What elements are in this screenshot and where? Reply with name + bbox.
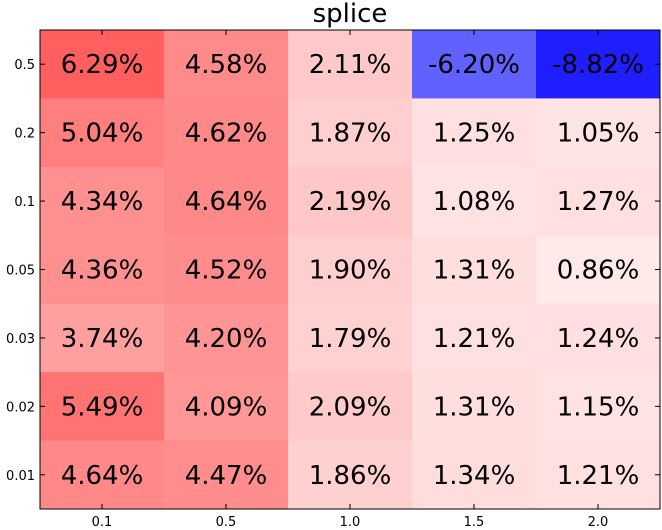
cell-label-r3-c0: 4.36% bbox=[61, 256, 144, 286]
cell-label-r0-c0: 6.29% bbox=[61, 50, 144, 80]
x-tick-label-0: 0.1 bbox=[92, 515, 113, 530]
cell-label-r4-c0: 3.74% bbox=[61, 324, 144, 354]
cell-label-r1-c3: 1.25% bbox=[433, 119, 516, 149]
heatmap-cell-r2-c0 bbox=[40, 166, 165, 236]
heatmap-cell-r6-c2 bbox=[288, 440, 413, 510]
heatmap-cell-r2-c1 bbox=[164, 166, 289, 236]
cell-label-r0-c4: -8.82% bbox=[552, 50, 644, 80]
heatmap-cell-r3-c0 bbox=[40, 235, 165, 305]
heatmap-cell-r0-c3 bbox=[412, 30, 537, 99]
heatmap-cell-r6-c1 bbox=[164, 440, 289, 510]
y-tick-label-1: 0.2 bbox=[14, 127, 35, 142]
y-tick-label-6: 0.01 bbox=[6, 469, 35, 484]
cell-label-r0-c2: 2.11% bbox=[309, 50, 392, 80]
heatmap-cell-r6-c0 bbox=[40, 440, 165, 510]
cell-label-r3-c3: 1.31% bbox=[433, 256, 516, 286]
cell-label-r1-c1: 4.62% bbox=[185, 119, 268, 149]
x-tick-label-3: 1.5 bbox=[464, 515, 485, 530]
cell-label-r3-c4: 0.86% bbox=[557, 256, 640, 286]
x-tick-label-2: 1.0 bbox=[340, 515, 361, 530]
cell-label-r1-c4: 1.05% bbox=[557, 119, 640, 149]
heatmap-cell-r0-c2 bbox=[288, 30, 413, 99]
heatmap-cell-labels: 6.29% 4.58% 2.11% -6.20% -8.82% 5.04% 4.62% 1.8… bbox=[61, 50, 644, 491]
chart-title: splice bbox=[313, 0, 388, 29]
y-tick-label-2: 0.1 bbox=[14, 195, 35, 210]
heatmap-cell-r3-c1 bbox=[164, 235, 289, 305]
heatmap-cell-r0-c0 bbox=[40, 30, 165, 99]
cell-label-r5-c4: 1.15% bbox=[557, 392, 640, 422]
heatmap-cells bbox=[40, 30, 661, 510]
cell-label-r5-c3: 1.31% bbox=[433, 392, 516, 422]
x-tick-label-1: 0.5 bbox=[216, 515, 237, 530]
heatmap-cell-r3-c2 bbox=[288, 235, 413, 305]
y-tick-label-3: 0.05 bbox=[6, 264, 35, 279]
heatmap-cell-r5-c4 bbox=[536, 372, 661, 442]
heatmap-cell-r3-c4 bbox=[536, 235, 661, 305]
heatmap-cell-r6-c4 bbox=[536, 440, 661, 510]
cell-label-r6-c1: 4.47% bbox=[185, 461, 268, 491]
heatmap-cell-r0-c4 bbox=[536, 30, 661, 99]
heatmap-cell-r2-c4 bbox=[536, 166, 661, 236]
heatmap-cell-r5-c0 bbox=[40, 372, 165, 442]
cell-label-r6-c0: 4.64% bbox=[61, 461, 144, 491]
cell-label-r3-c2: 1.90% bbox=[309, 256, 392, 286]
cell-label-r5-c0: 5.49% bbox=[61, 392, 144, 422]
cell-label-r4-c4: 1.24% bbox=[557, 324, 640, 354]
cell-label-r6-c2: 1.86% bbox=[309, 461, 392, 491]
heatmap-cell-r1-c2 bbox=[288, 98, 413, 168]
cell-label-r2-c3: 1.08% bbox=[433, 187, 516, 217]
heatmap-cell-r4-c2 bbox=[288, 303, 413, 373]
cell-label-r2-c2: 2.19% bbox=[309, 187, 392, 217]
x-tick-label-4: 2.0 bbox=[588, 515, 609, 530]
heatmap-cell-r5-c3 bbox=[412, 372, 537, 442]
cell-label-r2-c1: 4.64% bbox=[185, 187, 268, 217]
heatmap-cell-r6-c3 bbox=[412, 440, 537, 510]
cell-label-r6-c3: 1.34% bbox=[433, 461, 516, 491]
heatmap-cell-r4-c4 bbox=[536, 303, 661, 373]
y-tick-label-5: 0.02 bbox=[6, 400, 35, 415]
x-axis-ticks: 0.1 0.5 1.0 1.5 2.0 bbox=[92, 30, 609, 530]
cell-label-r0-c1: 4.58% bbox=[185, 50, 268, 80]
heatmap-cell-r3-c3 bbox=[412, 235, 537, 305]
y-tick-label-4: 0.03 bbox=[6, 332, 35, 347]
cell-label-r3-c1: 4.52% bbox=[185, 256, 268, 286]
y-tick-label-0: 0.5 bbox=[14, 58, 35, 73]
heatmap-cell-r4-c3 bbox=[412, 303, 537, 373]
heatmap-cell-r2-c2 bbox=[288, 166, 413, 236]
cell-label-r1-c0: 5.04% bbox=[61, 119, 144, 149]
heatmap-cell-r1-c1 bbox=[164, 98, 289, 168]
cell-label-r2-c4: 1.27% bbox=[557, 187, 640, 217]
y-axis-ticks: 0.5 0.2 0.1 0.05 0.03 0.02 0.01 bbox=[6, 58, 660, 484]
heatmap-cell-r4-c1 bbox=[164, 303, 289, 373]
heatmap-cell-r1-c4 bbox=[536, 98, 661, 168]
plot-frame bbox=[39, 29, 661, 510]
cell-label-r1-c2: 1.87% bbox=[309, 119, 392, 149]
cell-label-r4-c2: 1.79% bbox=[309, 324, 392, 354]
cell-label-r5-c1: 4.09% bbox=[185, 392, 268, 422]
heatmap-cell-r2-c3 bbox=[412, 166, 537, 236]
cell-label-r6-c4: 1.21% bbox=[557, 461, 640, 491]
cell-label-r4-c3: 1.21% bbox=[433, 324, 516, 354]
heatmap-cell-r5-c1 bbox=[164, 372, 289, 442]
cell-label-r4-c1: 4.20% bbox=[185, 324, 268, 354]
heatmap-cell-r1-c0 bbox=[40, 98, 165, 168]
cell-label-r5-c2: 2.09% bbox=[309, 392, 392, 422]
heatmap-cell-r4-c0 bbox=[40, 303, 165, 373]
heatmap-cell-r5-c2 bbox=[288, 372, 413, 442]
heatmap-cell-r0-c1 bbox=[164, 30, 289, 99]
heatmap-cell-r1-c3 bbox=[412, 98, 537, 168]
cell-label-r2-c0: 4.34% bbox=[61, 187, 144, 217]
cell-label-r0-c3: -6.20% bbox=[428, 50, 520, 80]
